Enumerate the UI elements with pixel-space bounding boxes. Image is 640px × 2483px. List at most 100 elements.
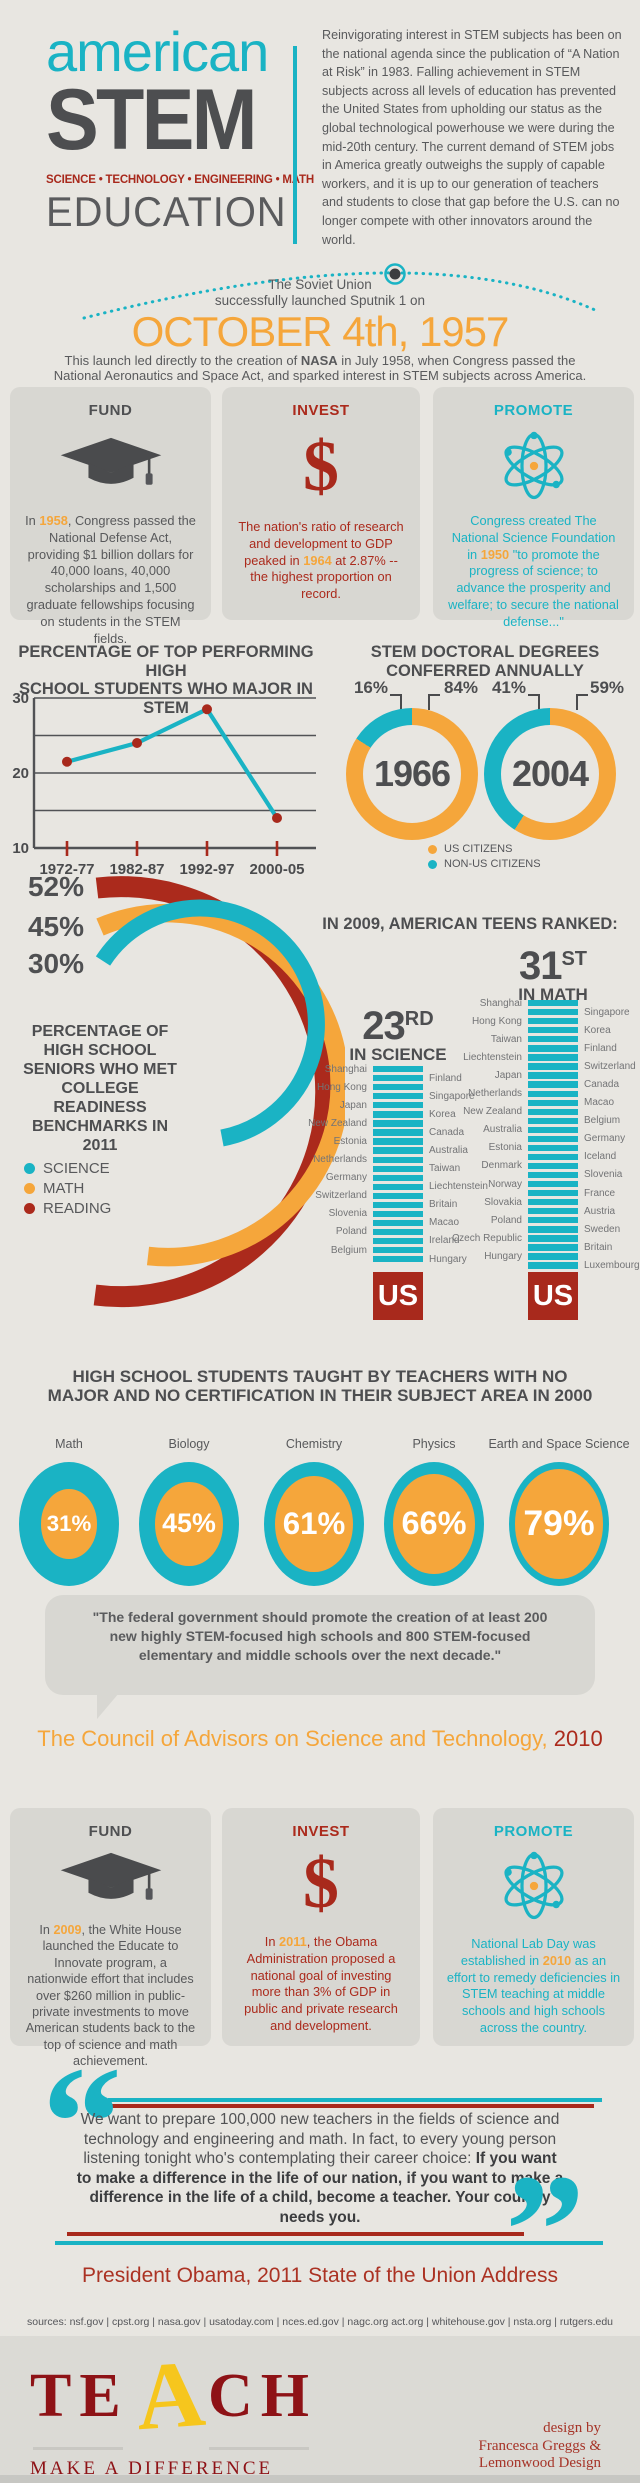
arc-value-reading: 52% (27, 871, 84, 902)
card-title: PROMOTE (493, 1823, 574, 1840)
rank-bar (373, 1156, 423, 1163)
rank-country-label: Australia (429, 1144, 468, 1156)
rank-bar (528, 1108, 578, 1115)
teach-logo-ch: CH (208, 2362, 317, 2430)
legend-dot (24, 1163, 35, 1174)
rank-bar (373, 1256, 423, 1263)
sputnik-orbit-graphic (82, 263, 597, 320)
line-chart-title-1: PERCENTAGE OF TOP PERFORMING HIGH (18, 643, 314, 680)
logo-tagline: SCIENCE • TECHNOLOGY • ENGINEERING • MAT… (46, 174, 314, 186)
donut-year: 2004 (511, 753, 589, 794)
rank-country-label: Japan (494, 1069, 522, 1081)
obama-quote-regular: We want to prepare 100,000 new teachers … (80, 2111, 560, 2167)
legend-label: MATH (43, 1180, 85, 1197)
donut-chart-title: STEM DOCTORAL DEGREES CONFERRED ANNUALLY (340, 643, 630, 680)
caption-line: COLLEGE READINESS (53, 1080, 147, 1116)
rank-country-label: Luxembourg (584, 1259, 640, 1271)
legend-label: NON-US CITIZENS (444, 858, 541, 870)
donut-year: 1966 (373, 753, 451, 794)
card-body: Congress created The National Science Fo… (433, 511, 634, 631)
rank-country-label: Korea (584, 1024, 611, 1036)
card-year: 2011 (279, 1934, 307, 1949)
rankings-title: IN 2009, AMERICAN TEENS RANKED: (322, 915, 618, 933)
rank-country-label: Liechtenstein (429, 1181, 488, 1193)
rank-bar (528, 1153, 578, 1161)
rank-country-label: Ireland (429, 1235, 460, 1247)
rank-bar (528, 1171, 578, 1179)
legend-dot (24, 1183, 35, 1194)
header-divider (293, 46, 297, 244)
donut-1966-nonus-label: 16% (353, 678, 388, 697)
card-text-pre: National Lab Day was established in (460, 1936, 596, 1968)
rank-country-label: Estonia (488, 1142, 522, 1154)
donut-callout-line (428, 694, 440, 696)
teachers-title-1: HIGH SCHOOL STUDENTS TAUGHT BY TEACHERS … (72, 1367, 568, 1386)
arc-value-science: 30% (27, 948, 84, 979)
bubble-inner: 31% (41, 1489, 97, 1559)
card-fund-2009: FUND In 2009, the White House launched t… (10, 1808, 211, 2068)
donut-2004-us-label: 59% (590, 678, 625, 697)
sputnik-desc-post: in July 1958, when Congress passed the N… (53, 353, 587, 383)
card-year: 2009 (53, 1923, 82, 1937)
rank-country-label: Norway (488, 1178, 522, 1190)
legend-dot (428, 859, 437, 869)
y-tick-label: 20 (12, 765, 29, 782)
data-point (272, 813, 282, 823)
rank-country-label: Switzerland (584, 1060, 636, 1072)
rank-bar (528, 1090, 578, 1097)
donut-title-2: CONFERRED ANNUALLY (386, 661, 584, 680)
y-tick-label: 30 (12, 690, 29, 707)
rank-country-label: Canada (429, 1126, 465, 1138)
rank-bar (373, 1102, 423, 1109)
footer-bottom-strip (0, 2475, 640, 2483)
teach-logo-te: TE (30, 2362, 129, 2430)
rank-bar (373, 1084, 423, 1091)
rank-bar (528, 1181, 578, 1188)
rank-country-label: Poland (490, 1214, 522, 1226)
donut-2004: 2004 (484, 708, 616, 840)
donut-callout-line (576, 694, 588, 696)
x-tick-label: 1972-77 (39, 861, 94, 878)
rank-country-label: Estonia (333, 1135, 367, 1147)
data-point (62, 756, 72, 767)
rank-country-label: Macao (429, 1217, 460, 1229)
rank-country-label: Slovenia (328, 1208, 367, 1220)
bubble-category-label: Earth and Space Science (488, 1437, 630, 1451)
sputnik-desc-nasa: NASA (300, 353, 338, 368)
rank-bar (528, 1009, 578, 1016)
card-title: FUND (88, 402, 133, 419)
rank-bar (528, 1081, 578, 1088)
teach-rule-left (33, 2447, 123, 2450)
graduation-cap-icon (10, 425, 211, 507)
card-year: 1964 (303, 552, 332, 568)
obama-attribution: President Obama, 2011 State of the Union… (82, 2264, 558, 2287)
quote-bubble-tail (97, 1693, 119, 1719)
rank-country-label: Austria (584, 1205, 616, 1217)
donut-callout-line (528, 694, 540, 696)
rank-bar (373, 1129, 423, 1136)
card-title: INVEST (292, 1823, 350, 1840)
rank-bar (373, 1247, 423, 1254)
data-line (66, 706, 279, 820)
card-text-post: , Congress passed the National Defense A… (26, 513, 196, 646)
donut-callout-line (428, 694, 430, 710)
donut-callout-line (400, 694, 402, 710)
rank-country-label: Shanghai (479, 997, 522, 1009)
donut-hole: 2004 (501, 725, 599, 823)
line-chart-title: PERCENTAGE OF TOP PERFORMING HIGH SCHOOL… (10, 643, 322, 717)
card-year: 1950 (480, 546, 510, 562)
teach-tagline: MAKE A DIFFERENCE (30, 2458, 274, 2479)
rank-country-label: Germany (584, 1133, 626, 1145)
rank-country-label: Belgium (330, 1244, 367, 1256)
card-promote-2010: PROMOTE National Lab Day was established… (433, 1808, 634, 2046)
rank-suffix: RD (404, 1008, 434, 1030)
rank-country-label: France (584, 1187, 616, 1199)
arc-value-math: 45% (27, 911, 84, 942)
bubble-category-label: Biology (168, 1437, 210, 1451)
rank-country-label: Netherlands (313, 1154, 367, 1165)
card-text-pre: Congress created The National Science Fo… (451, 513, 616, 562)
donut-1966: 1966 (346, 708, 478, 840)
close-quote-icon: ” (505, 2141, 585, 2319)
quote-rule-teal-top (108, 2098, 602, 2102)
atom-icon (433, 425, 634, 507)
